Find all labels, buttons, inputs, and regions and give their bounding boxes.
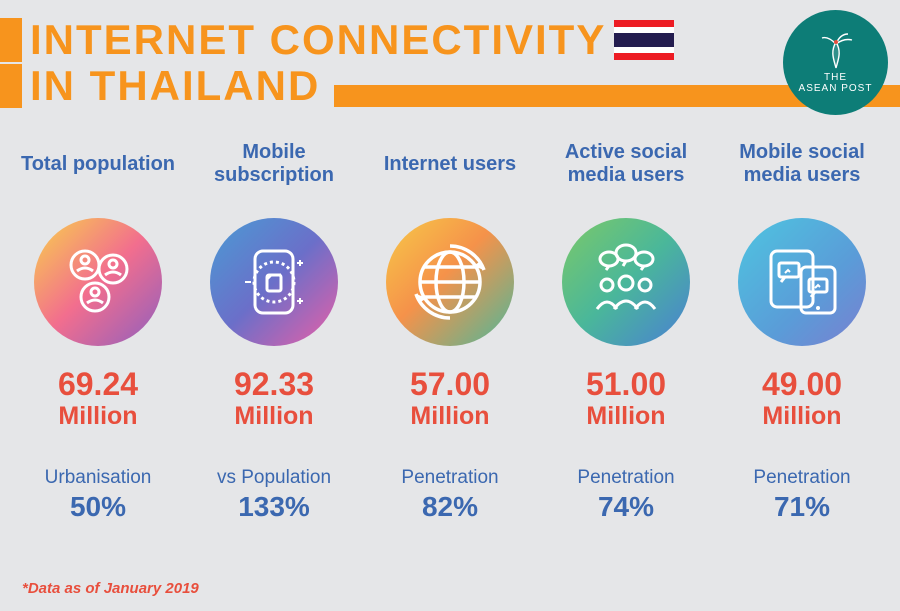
stat-title: Mobile subscription: [189, 140, 359, 188]
stat-value: 92.33: [189, 368, 359, 400]
social-users-icon: [562, 218, 690, 346]
stats-row: Total population 69.24 Million Urbanisat…: [0, 108, 900, 523]
stat-sub-label: Penetration: [541, 467, 711, 489]
stat-unit: Million: [189, 402, 359, 431]
stat-title: Total population: [13, 140, 183, 188]
stat-mobile-subscription: Mobile subscription 92.33 Million vs Pop…: [189, 140, 359, 523]
stat-sub-value: 133%: [189, 491, 359, 523]
title-line-1: INTERNET CONNECTIVITY: [30, 19, 606, 61]
asean-post-logo: THE ASEAN POST: [783, 10, 888, 115]
stat-value: 57.00: [365, 368, 535, 400]
logo-text-bot: POST: [841, 83, 872, 94]
globe-icon: [386, 218, 514, 346]
accent-bar: [0, 18, 22, 62]
footnote: *Data as of January 2019: [22, 580, 199, 597]
stat-title: Internet users: [365, 140, 535, 188]
stat-unit: Million: [365, 402, 535, 431]
stat-sub-value: 71%: [717, 491, 887, 523]
stat-unit: Million: [13, 402, 183, 431]
stat-mobile-social-media: Mobile social media users 49.00 Million …: [717, 140, 887, 523]
accent-bar: [0, 64, 22, 108]
stat-internet-users: Internet users 57.00 Million Penetration…: [365, 140, 535, 523]
sim-phone-icon: [210, 218, 338, 346]
stat-total-population: Total population 69.24 Million Urbanisat…: [13, 140, 183, 523]
stat-value: 69.24: [13, 368, 183, 400]
header: INTERNET CONNECTIVITY IN THAILAND THE AS…: [0, 0, 900, 108]
logo-text-mid: ASEAN: [799, 83, 838, 94]
people-icon: [34, 218, 162, 346]
stat-title: Active social media users: [541, 140, 711, 188]
stat-sub-label: vs Population: [189, 467, 359, 489]
stat-unit: Million: [541, 402, 711, 431]
stat-active-social-media: Active social media users 51.00 Million …: [541, 140, 711, 523]
stat-sub-value: 50%: [13, 491, 183, 523]
logo-text-top: THE: [824, 72, 847, 83]
stat-unit: Million: [717, 402, 887, 431]
mobile-social-icon: [738, 218, 866, 346]
stat-value: 49.00: [717, 368, 887, 400]
stat-sub-value: 74%: [541, 491, 711, 523]
stat-value: 51.00: [541, 368, 711, 400]
title-line-2: IN THAILAND: [30, 65, 320, 107]
stat-sub-value: 82%: [365, 491, 535, 523]
stat-sub-label: Penetration: [717, 467, 887, 489]
stat-title: Mobile social media users: [717, 140, 887, 188]
stat-sub-label: Penetration: [365, 467, 535, 489]
stat-sub-label: Urbanisation: [13, 467, 183, 489]
thailand-flag-icon: [614, 20, 674, 60]
